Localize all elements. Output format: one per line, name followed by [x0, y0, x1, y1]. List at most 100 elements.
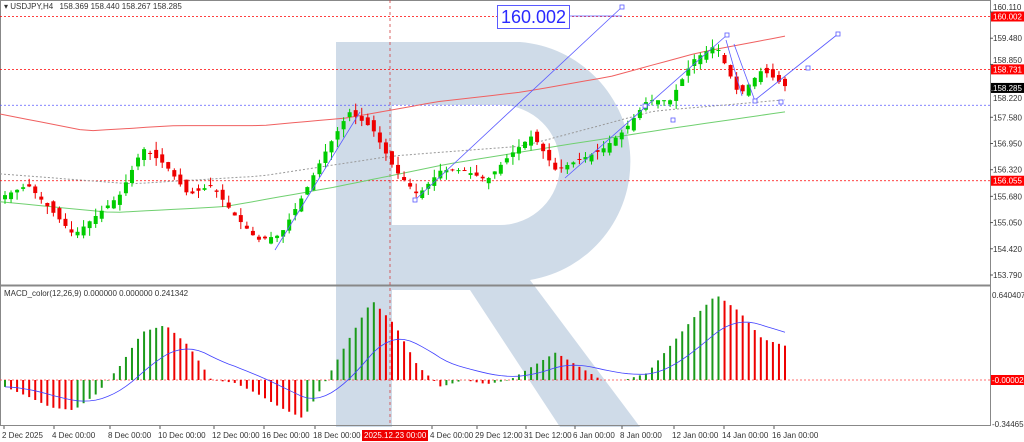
- candle-body: [396, 164, 401, 174]
- candle-body: [353, 110, 358, 117]
- candle-body: [275, 235, 280, 239]
- candle-body: [656, 100, 661, 105]
- y-tick-label: 158.850: [993, 56, 1022, 65]
- candle-body: [698, 55, 703, 65]
- candle-body: [154, 149, 159, 159]
- candle-body: [529, 136, 534, 146]
- candle-body: [105, 205, 110, 209]
- candle-body: [607, 143, 612, 153]
- x-tick-label: 18 Dec 00:00: [313, 431, 361, 440]
- candle-body: [184, 179, 189, 193]
- x-tick-label: 12 Dec 00:00: [212, 431, 260, 440]
- candle-body: [595, 150, 600, 152]
- candle-body: [335, 131, 340, 140]
- candle-body: [75, 231, 80, 236]
- current-price-tag: [991, 82, 1024, 93]
- candle-body: [728, 65, 733, 77]
- candle-body: [710, 47, 715, 54]
- trend-anchor: [412, 197, 418, 203]
- candle-body: [305, 187, 310, 195]
- collapse-triangle-icon[interactable]: ▾: [4, 2, 9, 11]
- chart-frame: [0, 0, 991, 426]
- candle-body: [299, 198, 304, 212]
- trend-anchor: [835, 31, 841, 37]
- candle-body: [232, 212, 237, 216]
- candle-body: [129, 169, 134, 183]
- candle-body: [51, 201, 56, 213]
- candle-body: [613, 137, 618, 146]
- candle-body: [57, 208, 62, 220]
- price-level-text: 158.731: [993, 65, 1022, 74]
- trend-anchor: [724, 32, 730, 38]
- candle-body: [190, 191, 195, 194]
- y-tick-label: 159.480: [993, 34, 1022, 43]
- trend-line: [754, 33, 839, 101]
- macd-zero-tag: [991, 375, 1024, 386]
- candle-body: [329, 141, 334, 153]
- candle-body: [686, 68, 691, 76]
- candle-body: [263, 236, 267, 239]
- macd-tick-label: 0.640407: [992, 291, 1024, 300]
- y-tick-label: 157.580: [993, 113, 1022, 122]
- candle-body: [571, 162, 576, 165]
- moving-average-slow: [0, 35, 786, 132]
- candle-body: [692, 59, 697, 67]
- candle-body: [408, 183, 413, 187]
- candle-body: [33, 186, 38, 194]
- candle-body: [631, 117, 636, 131]
- candle-body: [220, 189, 225, 200]
- x-tick-label: 10 Dec 00:00: [158, 431, 206, 440]
- candle-body: [166, 162, 171, 169]
- y-tick-label: 160.110: [993, 3, 1022, 12]
- macd-tick-label: -0.34465: [992, 420, 1024, 429]
- candle-body: [668, 100, 673, 105]
- x-tick-label: 8 Jan 00:00: [620, 431, 662, 440]
- candle-body: [293, 209, 298, 216]
- macd-tick-label: -0.000026: [992, 376, 1024, 385]
- candle-body: [601, 148, 606, 153]
- candle-body: [402, 177, 407, 181]
- candle-body: [111, 200, 116, 209]
- candle-body: [81, 226, 86, 236]
- candle-body: [704, 51, 709, 60]
- trend-anchor: [778, 99, 784, 105]
- candle-body: [577, 158, 582, 160]
- x-tick-label: 8 Dec 00:00: [108, 431, 152, 440]
- ohlc-values: 158.369 158.440 158.267 158.285: [59, 2, 182, 11]
- x-tick-label: 16 Jan 00:00: [772, 431, 819, 440]
- price-level-tag: [991, 64, 1024, 75]
- candle-body: [341, 121, 346, 130]
- candle-body: [136, 157, 141, 167]
- candle-body: [208, 185, 213, 187]
- trend-anchor: [805, 65, 811, 71]
- candle-body: [148, 152, 153, 154]
- candle-body: [740, 85, 745, 92]
- candle-body: [389, 151, 394, 165]
- candle-body: [480, 176, 485, 179]
- x-tick-label: 2 Dec 2025: [2, 431, 43, 440]
- price-level-text: 160.002: [993, 12, 1022, 21]
- x-tick-label: 16 Dec 00:00: [262, 431, 310, 440]
- candle-body: [468, 173, 473, 176]
- candle-body: [456, 170, 461, 172]
- candle-body: [87, 221, 92, 229]
- candle-body: [559, 167, 564, 169]
- x-tick-label: 4 Dec 00:00: [430, 431, 474, 440]
- symbol-label: USDJPY,H4: [10, 2, 54, 11]
- candle-body: [486, 177, 491, 184]
- candle-body: [142, 149, 147, 161]
- candle-body: [287, 219, 292, 231]
- candle-body: [752, 77, 757, 87]
- candle-body: [492, 171, 497, 175]
- candle-body: [63, 218, 68, 226]
- price-label-box[interactable]: 160.002: [497, 5, 571, 29]
- candle-body: [776, 75, 781, 82]
- candle-body: [734, 76, 739, 90]
- candle-body: [783, 78, 787, 87]
- watermark-r: [392, 42, 640, 427]
- watermark-logo: [336, 42, 640, 427]
- candle-body: [510, 152, 515, 157]
- candle-body: [256, 236, 261, 240]
- candle-body: [383, 142, 388, 154]
